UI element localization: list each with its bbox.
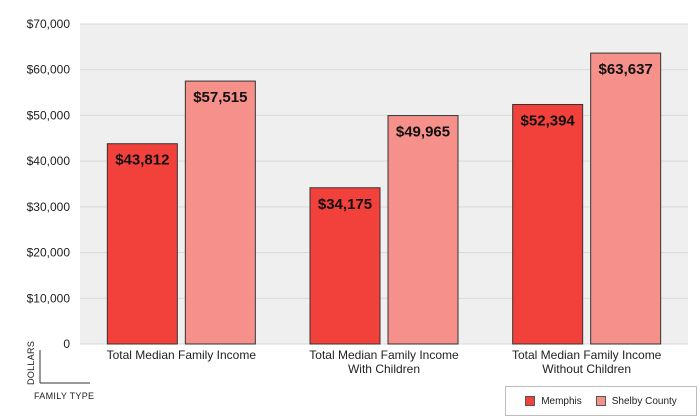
bar-memphis	[309, 187, 381, 345]
bar-memphis	[512, 103, 584, 345]
legend-swatch-memphis	[525, 396, 536, 406]
plot-area	[80, 24, 688, 344]
x-category-label: Total Median Family Income With Children	[309, 348, 459, 376]
legend-label-shelby-county: Shelby County	[611, 395, 677, 407]
data-label: $57,515	[193, 89, 247, 106]
bar-shelby-county	[184, 80, 256, 345]
y-tick-label: $30,000	[27, 200, 71, 214]
x-category-label: Total Median Family Income Without Childr…	[512, 348, 662, 376]
legend-item-shelby-county: Shelby County	[595, 395, 677, 407]
y-tick-label: $50,000	[27, 108, 71, 122]
bar-shelby-county	[387, 115, 459, 345]
legend: Memphis Shelby County	[505, 386, 697, 416]
x-axis-title: FAMILY TYPE	[34, 391, 94, 401]
legend-label-memphis: Memphis	[541, 395, 582, 407]
y-axis-title: DOLLARS	[26, 341, 36, 385]
y-tick-label: $40,000	[27, 154, 71, 168]
data-label: $49,965	[396, 124, 450, 141]
y-tick-label: $60,000	[27, 63, 71, 77]
data-label: $34,175	[318, 196, 372, 213]
y-tick-label: $20,000	[27, 246, 71, 260]
x-category-label: Total Median Family Income	[107, 348, 257, 362]
data-label: $52,394	[521, 112, 576, 129]
legend-item-memphis: Memphis	[525, 396, 582, 407]
data-label: $43,812	[115, 152, 169, 169]
y-tick-label: 0	[63, 337, 70, 351]
bar-shelby-county	[590, 52, 662, 345]
legend-swatch-shelby-county	[595, 396, 606, 406]
data-label: $63,637	[599, 61, 653, 78]
y-tick-label: $70,000	[27, 17, 71, 31]
y-tick-label: $10,000	[27, 291, 71, 305]
bar-memphis	[106, 143, 178, 345]
